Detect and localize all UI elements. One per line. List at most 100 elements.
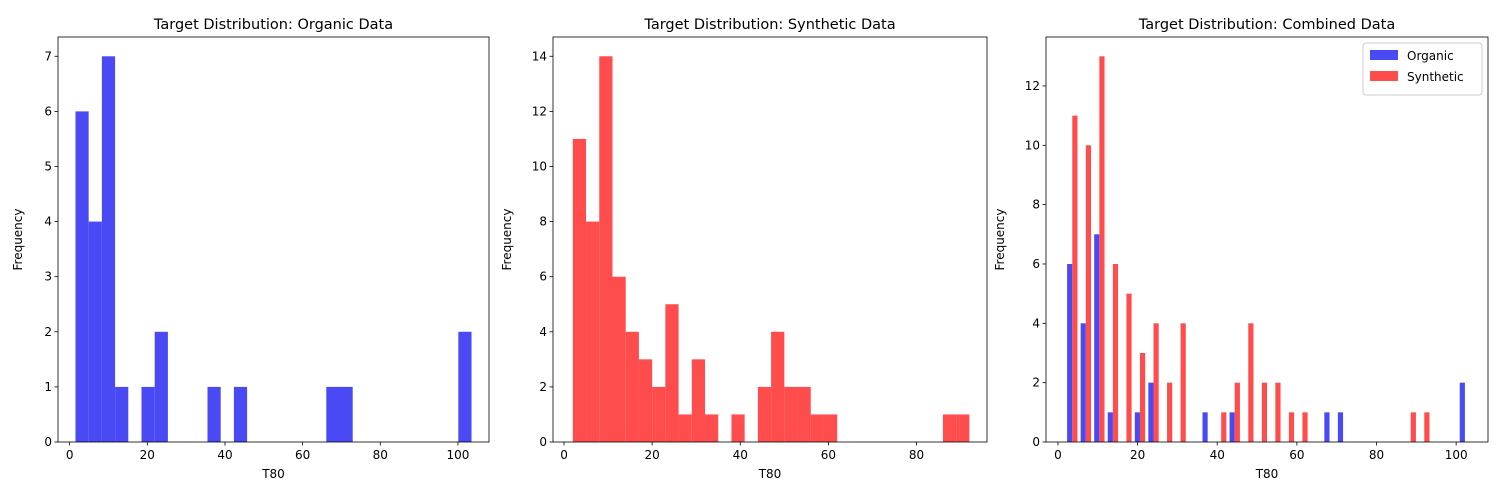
x-tick-label: 40 <box>733 448 748 462</box>
axes-frame <box>1045 36 1489 443</box>
histogram-bar <box>1180 323 1186 442</box>
histogram-bar <box>75 111 89 442</box>
histogram-bar <box>458 331 472 442</box>
y-tick-label: 1 <box>44 380 52 394</box>
x-axis-label: T80 <box>1255 467 1279 481</box>
histogram-bar <box>942 414 957 442</box>
y-tick-label: 8 <box>1032 198 1040 212</box>
histogram-bar <box>1126 293 1132 442</box>
histogram-bar <box>1248 323 1254 442</box>
histogram-bar <box>652 386 666 442</box>
histogram-bar <box>1202 412 1208 442</box>
histogram-bar <box>1153 323 1159 442</box>
y-tick-label: 0 <box>539 435 547 449</box>
histogram-bar <box>1261 382 1267 442</box>
x-tick-label: 20 <box>644 448 659 462</box>
chart-panel-2: 0 20 40 60 80 100 0 2 4 6 8 10 12 Target Distribution… <box>993 17 1489 481</box>
histogram-bar <box>88 221 102 442</box>
x-tick-label: 60 <box>1289 448 1304 462</box>
histogram-bar <box>326 386 340 442</box>
y-tick-label: 12 <box>532 104 547 118</box>
y-tick-label: 5 <box>44 159 52 173</box>
histogram-bar <box>233 386 248 442</box>
x-axis-label: T80 <box>758 467 782 481</box>
histogram-bar <box>586 221 600 442</box>
histogram-bar <box>1085 145 1091 443</box>
histogram-bar <box>731 414 745 442</box>
chart-title: Target Distribution: Combined Data <box>1138 17 1395 33</box>
x-tick-label: 60 <box>295 448 310 462</box>
x-tick-label: 100 <box>446 448 469 462</box>
histogram-bar <box>1302 412 1308 442</box>
legend: Organic Synthetic <box>1362 42 1483 96</box>
histogram-bar <box>1080 323 1086 442</box>
y-tick-label: 8 <box>539 215 547 229</box>
histogram-bar <box>1099 56 1105 443</box>
legend-swatch <box>1370 71 1398 81</box>
y-tick-label: 2 <box>1032 376 1040 390</box>
axes-frame <box>552 36 988 443</box>
y-tick-label: 4 <box>539 325 547 339</box>
histogram-bar <box>599 56 613 443</box>
chart-panel-0: 0 20 40 60 80 100 0 1 2 3 4 5 6 7 Target Distribution:… <box>11 17 490 481</box>
histogram-bar <box>797 386 811 442</box>
x-tick-label: 60 <box>821 448 836 462</box>
x-tick-label: 40 <box>1210 448 1225 462</box>
histogram-bar <box>705 414 719 442</box>
histogram-bar <box>1067 263 1073 442</box>
histogram-bar <box>810 414 824 442</box>
y-tick-label: 0 <box>1032 435 1040 449</box>
histogram-bar <box>823 414 838 442</box>
histogram-bar <box>154 331 168 442</box>
x-tick-label: 0 <box>560 448 568 462</box>
histogram-bar <box>625 331 639 442</box>
x-tick-label: 0 <box>66 448 74 462</box>
y-tick-label: 4 <box>44 215 52 229</box>
chart-title: Target Distribution: Organic Data <box>153 17 393 33</box>
histogram-bar <box>572 138 587 442</box>
y-tick-label: 6 <box>539 270 547 284</box>
legend-swatch <box>1370 50 1398 60</box>
y-axis-label: Frequency <box>993 209 1007 271</box>
histogram-bar <box>141 386 155 442</box>
y-tick-label: 2 <box>44 325 52 339</box>
y-tick-label: 12 <box>1025 79 1040 93</box>
histogram-bar <box>1459 382 1465 442</box>
y-tick-label: 10 <box>1025 138 1040 152</box>
y-tick-label: 3 <box>44 270 52 284</box>
y-tick-label: 4 <box>1032 316 1040 330</box>
histogram-bar <box>1072 115 1078 442</box>
histogram-bar <box>1424 412 1430 442</box>
x-tick-label: 100 <box>1445 448 1468 462</box>
histogram-bar <box>1134 412 1140 442</box>
histogram-bar <box>1275 382 1281 442</box>
chart-title: Target Distribution: Synthetic Data <box>643 17 895 33</box>
histogram-bar <box>1107 412 1113 442</box>
x-tick-label: 80 <box>1369 448 1384 462</box>
histogram-bar <box>1112 263 1119 442</box>
y-tick-label: 6 <box>1032 257 1040 271</box>
x-axis-label: T80 <box>261 467 285 481</box>
axes-frame <box>57 36 490 443</box>
histogram-bar <box>115 386 129 442</box>
histogram-bar <box>1167 382 1173 442</box>
histogram-bar <box>784 386 798 442</box>
histogram-bar <box>207 386 221 442</box>
histogram-bar <box>1324 412 1330 442</box>
x-tick-label: 40 <box>217 448 232 462</box>
x-tick-label: 0 <box>1054 448 1062 462</box>
x-tick-label: 80 <box>909 448 924 462</box>
y-tick-label: 14 <box>532 49 547 63</box>
histogram-bar <box>638 359 653 442</box>
histogram-bar <box>1094 234 1100 442</box>
histogram-bar <box>1229 412 1235 442</box>
y-tick-label: 7 <box>44 49 52 63</box>
histogram-bar <box>1148 382 1154 442</box>
histogram-bar <box>1410 412 1416 442</box>
y-tick-label: 10 <box>532 159 547 173</box>
histogram-bar <box>1139 352 1146 442</box>
histogram-bar <box>757 386 772 442</box>
y-tick-label: 2 <box>539 380 547 394</box>
histogram-bar <box>1221 412 1227 442</box>
